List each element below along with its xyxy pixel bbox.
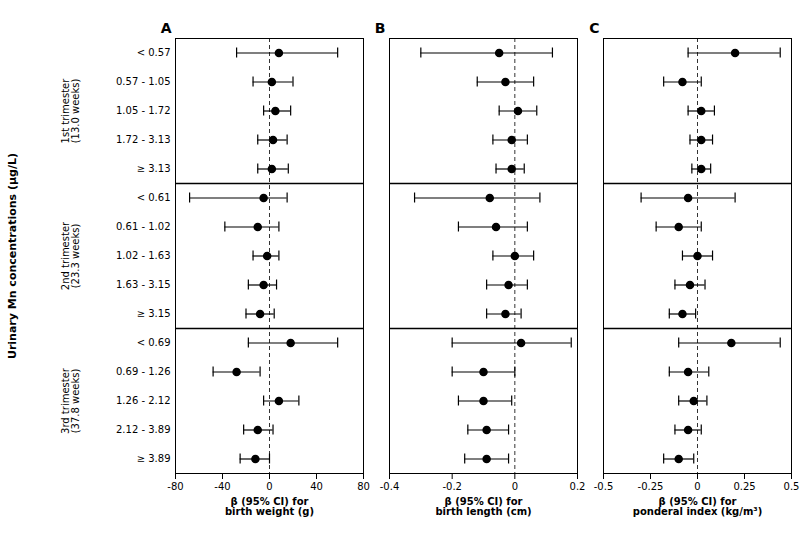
svg-text:0: 0 <box>266 481 272 492</box>
svg-text:< 0.69: < 0.69 <box>137 337 171 348</box>
svg-text:0.69 - 1.26: 0.69 - 1.26 <box>116 366 171 377</box>
svg-text:-0.5: -0.5 <box>594 481 614 492</box>
svg-text:< 0.61: < 0.61 <box>137 192 171 203</box>
svg-text:-40: -40 <box>214 481 230 492</box>
svg-text:0: 0 <box>694 481 700 492</box>
svg-text:β (95% CI) forbirth weight (g): β (95% CI) forbirth weight (g) <box>225 496 314 517</box>
svg-text:2nd trimester(23.3 weeks): 2nd trimester(23.3 weeks) <box>60 221 81 290</box>
svg-text:A: A <box>161 20 172 36</box>
svg-text:-0.4: -0.4 <box>380 481 400 492</box>
svg-text:β (95% CI) forponderal index (: β (95% CI) forponderal index (kg/m³) <box>633 496 763 517</box>
svg-text:Urinary Mn concentrations (μg/: Urinary Mn concentrations (μg/L) <box>6 153 19 359</box>
svg-text:β (95% CI) forbirth length (cm: β (95% CI) forbirth length (cm) <box>435 496 531 517</box>
svg-text:1.26 - 2.12: 1.26 - 2.12 <box>116 395 171 406</box>
svg-text:1.02 - 1.63: 1.02 - 1.63 <box>116 250 171 261</box>
svg-text:≥ 3.15: ≥ 3.15 <box>137 308 171 319</box>
svg-text:< 0.57: < 0.57 <box>137 47 171 58</box>
svg-text:2.12 - 3.89: 2.12 - 3.89 <box>116 424 171 435</box>
svg-text:0: 0 <box>512 481 518 492</box>
svg-text:0.2: 0.2 <box>570 481 586 492</box>
svg-text:-0.25: -0.25 <box>638 481 664 492</box>
svg-text:≥ 3.13: ≥ 3.13 <box>137 163 171 174</box>
svg-text:-80: -80 <box>167 481 183 492</box>
svg-text:0.5: 0.5 <box>784 481 800 492</box>
svg-text:1.05 - 1.72: 1.05 - 1.72 <box>116 105 171 116</box>
svg-text:0.25: 0.25 <box>733 481 755 492</box>
svg-text:-0.2: -0.2 <box>442 481 462 492</box>
svg-text:1.72 - 3.13: 1.72 - 3.13 <box>116 134 171 145</box>
svg-text:C: C <box>589 20 599 36</box>
svg-text:40: 40 <box>310 481 323 492</box>
svg-text:1.63 - 3.15: 1.63 - 3.15 <box>116 279 171 290</box>
svg-text:B: B <box>375 20 386 36</box>
svg-text:80: 80 <box>357 481 370 492</box>
svg-text:1st trimester(13.0 weeks): 1st trimester(13.0 weeks) <box>60 78 81 144</box>
svg-text:0.61 - 1.02: 0.61 - 1.02 <box>116 221 171 232</box>
svg-text:3rd trimester(37.8 weeks): 3rd trimester(37.8 weeks) <box>60 367 81 434</box>
svg-text:≥ 3.89: ≥ 3.89 <box>137 453 171 464</box>
svg-text:0.57 - 1.05: 0.57 - 1.05 <box>116 76 171 87</box>
